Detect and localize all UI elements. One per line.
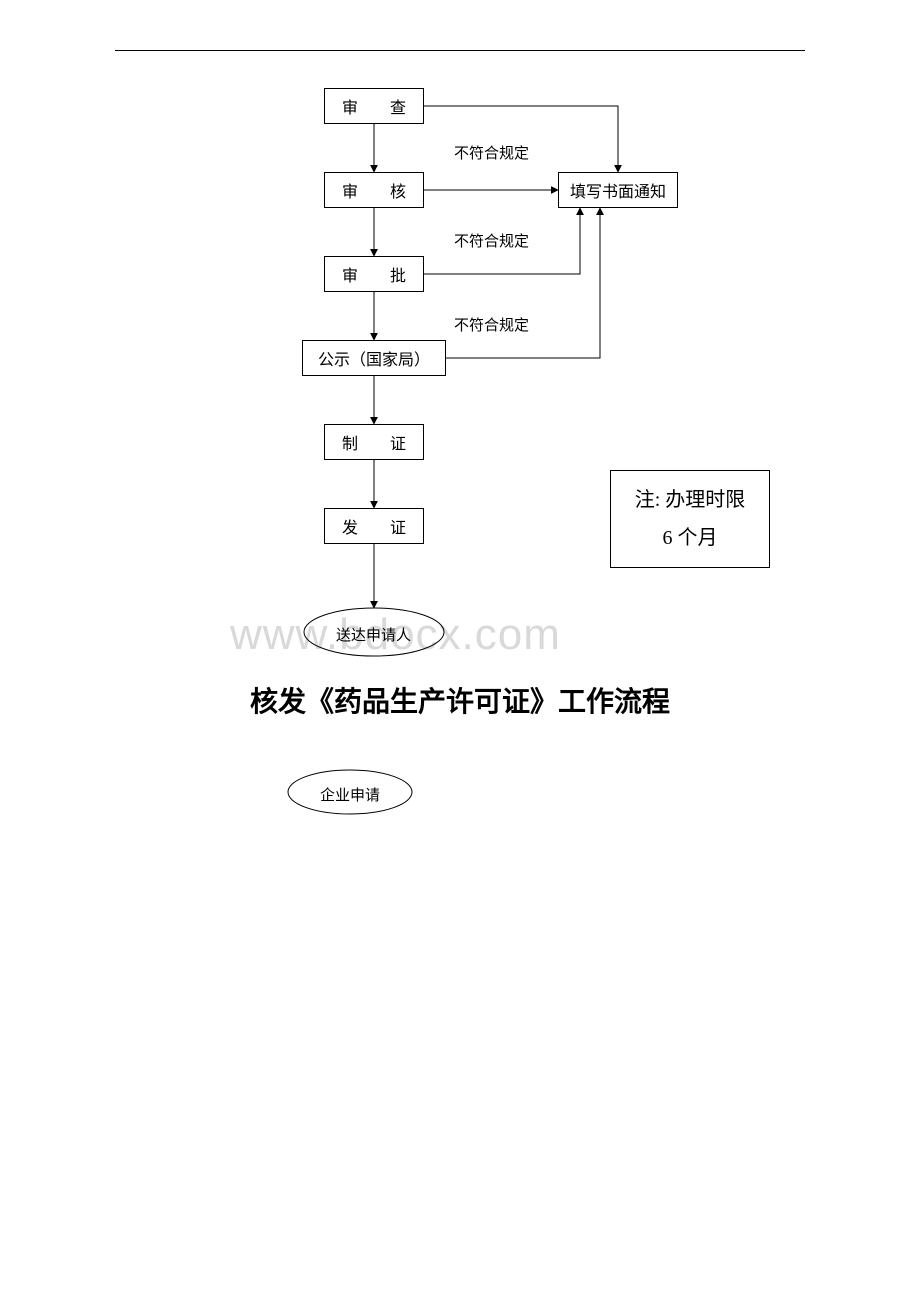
flow-svg bbox=[0, 0, 920, 1302]
section-title: 核发《药品生产许可证》工作流程 bbox=[0, 680, 920, 720]
node-apply bbox=[288, 770, 412, 814]
page: www.bdocx.com 审 查 审 核 审 批 公示（国家局） 制 证 发 … bbox=[0, 0, 920, 1302]
node-deliver bbox=[304, 608, 444, 656]
